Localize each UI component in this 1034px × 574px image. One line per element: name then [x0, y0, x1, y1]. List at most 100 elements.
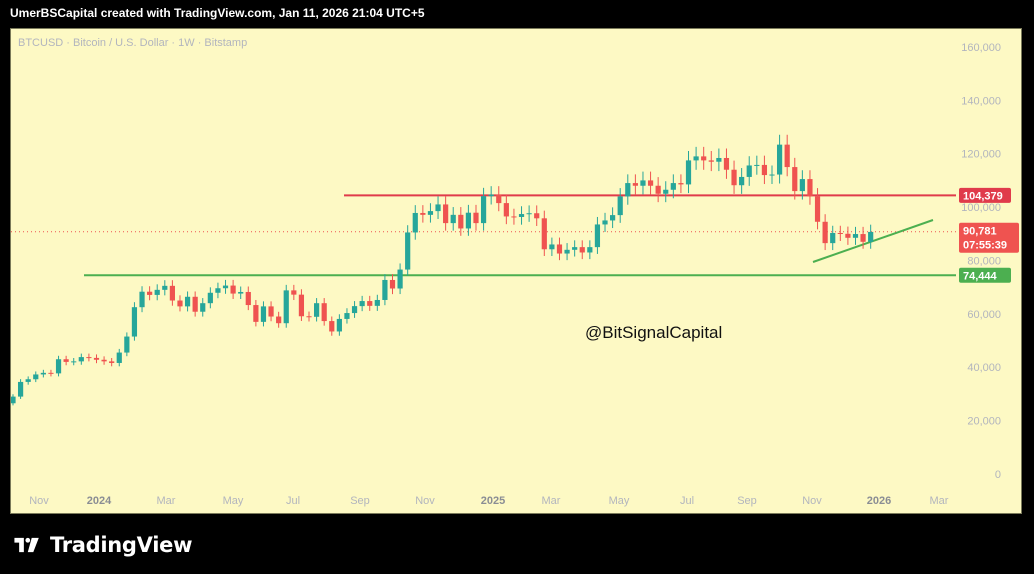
candle-body	[78, 357, 84, 362]
candle-body	[71, 361, 77, 363]
candle-body	[739, 176, 745, 186]
candle-body	[830, 232, 836, 244]
candle-body	[321, 303, 327, 322]
candle-body	[207, 292, 213, 304]
candle-body	[215, 288, 221, 293]
candle-body	[450, 214, 456, 224]
candle-body	[845, 233, 851, 238]
candle-body	[367, 301, 373, 306]
support-price-label: 74,444	[963, 270, 998, 282]
candle-body	[443, 204, 449, 224]
x-tick-label: Nov	[802, 495, 822, 507]
candle-body	[731, 169, 737, 186]
candle-body	[868, 231, 874, 242]
candle-body	[625, 183, 631, 197]
candle-body	[253, 305, 259, 322]
candle-body	[807, 179, 813, 197]
current-price-label-bg	[959, 222, 1019, 253]
candle-body	[579, 247, 585, 253]
x-tick-label: Nov	[415, 495, 435, 507]
candle-body	[837, 232, 843, 234]
candle-body	[488, 194, 494, 197]
candle-body	[670, 183, 676, 190]
candle-body	[33, 374, 39, 380]
candle-body	[101, 359, 107, 362]
candle-body	[799, 179, 805, 192]
current-price-label: 90,781	[963, 226, 997, 238]
candle-body	[465, 212, 471, 229]
candle-body	[230, 285, 236, 294]
candle-body	[314, 303, 320, 317]
candle-body	[276, 316, 282, 324]
x-tick-label: Mar	[157, 495, 176, 507]
candle-body	[632, 183, 638, 186]
candle-body	[245, 291, 251, 306]
candle-body	[814, 196, 821, 222]
candle-body	[382, 279, 388, 300]
candle-body	[222, 285, 229, 289]
candle-body	[25, 379, 31, 382]
current-price-label-countdown: 07:55:39	[963, 240, 1007, 252]
candle-body	[647, 180, 654, 186]
y-tick-label: 140,000	[961, 95, 1001, 107]
y-tick-label: 60,000	[967, 309, 1001, 321]
candle-body	[663, 189, 669, 194]
x-tick-label: Mar	[930, 495, 949, 507]
chart-title: BTCUSD · Bitcoin / U.S. Dollar · 1W · Bi…	[18, 37, 247, 49]
candle-body	[389, 279, 396, 289]
candle-body	[192, 296, 198, 312]
candle-body	[685, 160, 692, 185]
candle-body	[162, 285, 168, 290]
candle-body	[708, 160, 714, 162]
candle-body	[48, 372, 54, 374]
candle-body	[534, 213, 540, 219]
candle-body	[784, 144, 790, 168]
candle-body	[503, 203, 509, 217]
candle-body	[405, 232, 411, 270]
candle-body	[86, 357, 92, 359]
candle-body	[283, 290, 289, 324]
candle-body	[329, 321, 335, 332]
candle-body	[374, 299, 380, 306]
x-tick-label: Jul	[680, 495, 694, 507]
candle-body	[139, 291, 145, 308]
candle-body	[291, 290, 297, 295]
candle-body	[822, 221, 828, 244]
candle-body	[184, 296, 191, 307]
tradingview-brand: TradingView	[50, 533, 193, 557]
candle-body	[746, 165, 752, 177]
candle-body	[131, 307, 138, 337]
candle-body	[655, 185, 661, 194]
candle-body	[306, 316, 312, 318]
candle-body	[260, 306, 267, 322]
candle-body	[147, 291, 153, 295]
candle-body	[458, 214, 464, 229]
chart-panel[interactable]: 0 20,000 40,000 60,000 80,000 100,000 120,000 1…	[10, 28, 1022, 514]
candlestick-chart[interactable]: 0 20,000 40,000 60,000 80,000 100,000 120,000 1…	[11, 29, 1022, 514]
candle-body	[351, 306, 358, 314]
candle-body	[154, 289, 160, 295]
candle-body	[587, 247, 593, 253]
candle-body	[63, 359, 69, 362]
candle-body	[526, 213, 532, 215]
candle-body	[435, 204, 441, 212]
y-tick-label: 120,000	[961, 149, 1001, 161]
candle-body	[678, 183, 684, 185]
candle-body	[124, 336, 130, 353]
candle-body	[761, 164, 768, 176]
y-tick-label: 20,000	[967, 416, 1001, 428]
x-tick-label: 2026	[867, 495, 891, 507]
x-tick-label: Sep	[350, 495, 370, 507]
candle-body	[610, 215, 616, 221]
candle-body	[860, 234, 866, 242]
candle-body	[93, 357, 100, 360]
candle-body	[116, 352, 122, 363]
candle-body	[792, 167, 798, 192]
candle-body	[336, 318, 342, 332]
x-tick-label: Nov	[29, 495, 49, 507]
x-tick-label: May	[609, 495, 630, 507]
candle-body	[344, 313, 350, 319]
candle-body	[511, 216, 517, 218]
watermark-text: @BitSignalCapital	[585, 323, 722, 342]
candle-body	[754, 164, 760, 166]
